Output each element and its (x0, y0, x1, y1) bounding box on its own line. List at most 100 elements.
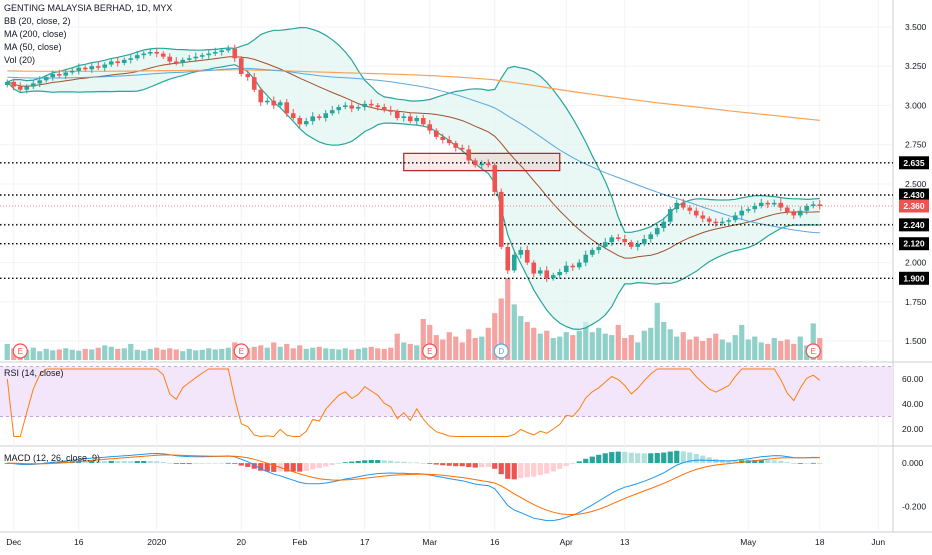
volume-bar (297, 345, 303, 360)
rsi-band (0, 366, 893, 417)
macd-hist-bar (518, 463, 524, 479)
macd-hist-bar (245, 463, 251, 467)
price-tick-label: 3.000 (905, 100, 927, 110)
macd-hist-bar (492, 463, 498, 469)
volume-bar (700, 340, 706, 360)
macd-hist-bar (693, 453, 699, 464)
macd-tick-label: -0.200 (902, 501, 926, 511)
time-tick-label: 17 (360, 537, 370, 547)
candle-body (771, 202, 777, 205)
volume-bar (810, 323, 816, 360)
event-marker (12, 343, 28, 359)
volume-bar (43, 348, 49, 360)
ma50-line (7, 67, 820, 234)
chart-title: GENTING MALAYSIA BERHAD, 1D, MYX (4, 3, 173, 13)
macd-hist-bar (4, 463, 10, 464)
price-tick-label: 3.250 (905, 61, 927, 71)
volume-bar (674, 336, 680, 360)
rsi-tick-label: 60.00 (902, 374, 924, 384)
macd-hist-bar (128, 461, 134, 464)
volume-bar (76, 350, 82, 360)
time-tick-label: 20 (237, 537, 247, 547)
volume-bar (401, 342, 407, 360)
macd-hist-bar (752, 460, 758, 464)
candle-body (43, 77, 49, 81)
volume-bar (596, 327, 602, 360)
macd-hist-bar (219, 463, 225, 464)
candle-body (797, 210, 803, 216)
volume-bar (797, 336, 803, 360)
candle-body (375, 105, 381, 107)
macd-hist-bar (609, 452, 615, 464)
volume-bar (167, 348, 173, 360)
macd-hist-bar (427, 463, 433, 464)
candle-body (700, 215, 706, 219)
macd-hist-bar (479, 463, 485, 468)
volume-bar (323, 348, 329, 360)
macd-hist-bar (537, 463, 543, 475)
macd-hist-bar (557, 463, 563, 469)
volume-bar (290, 348, 296, 360)
candle-body (576, 262, 582, 268)
macd-hist-bar (290, 463, 296, 472)
macd-hist-bar (628, 452, 634, 464)
candle-body (186, 58, 192, 60)
volume-bar (778, 340, 784, 360)
macd-hist-bar (121, 461, 127, 464)
candle-body (791, 212, 797, 216)
candle-body (329, 110, 335, 114)
candle-body (89, 66, 95, 70)
price-tick-label: 2.500 (905, 179, 927, 189)
volume-bar (50, 350, 56, 360)
candle-body (498, 191, 504, 247)
volume-bar (459, 342, 465, 360)
volume-bar (511, 304, 517, 360)
candle-body (485, 163, 491, 166)
bb-fill (7, 27, 820, 330)
rsi-tick-label: 40.00 (902, 399, 924, 409)
level-tag-bg (899, 271, 929, 285)
macd-hist-bar (147, 460, 153, 464)
candle-body (433, 130, 439, 137)
macd-hist-bar (310, 463, 316, 470)
macd-hist-bar (635, 453, 641, 464)
macd-hist-bar (661, 452, 667, 464)
volume-bar (602, 333, 608, 360)
candle-body (648, 234, 654, 239)
volume-bar (108, 346, 114, 360)
candle-body (810, 204, 816, 206)
macd-hist-bar (388, 460, 394, 464)
legend-vol: Vol (20) (4, 55, 36, 65)
volume-bar (576, 330, 582, 360)
volume-bar (570, 335, 576, 360)
candle-body (563, 265, 569, 272)
candle-body (167, 56, 173, 62)
level-tag-bg (899, 237, 929, 251)
volume-bar (154, 347, 160, 360)
macd-hist-bar (154, 461, 160, 464)
candle-body (680, 202, 686, 208)
candle-body (453, 143, 459, 148)
candle-body (583, 254, 589, 263)
candle-body (427, 124, 433, 131)
rsi-line (6, 368, 821, 438)
price-tick-label: 1.500 (905, 336, 927, 346)
macd-tick-label: 0.000 (902, 458, 924, 468)
candle-body (381, 107, 387, 111)
macd-hist-bar (414, 462, 420, 464)
macd-hist-bar (680, 451, 686, 464)
macd-hist-bar (550, 463, 556, 472)
candle-body (17, 86, 23, 90)
macd-hist-bar (362, 460, 368, 464)
macd-line (7, 452, 820, 522)
price-tick-label: 1.750 (905, 297, 927, 307)
macd-hist-bar (173, 463, 179, 464)
volume-bar (82, 348, 88, 360)
macd-hist-bar (232, 463, 238, 464)
macd-hist-bar (453, 463, 459, 467)
event-marker (493, 343, 509, 359)
price-tick-label: 3.500 (905, 22, 927, 32)
volume-bar (661, 321, 667, 360)
candle-body (505, 246, 511, 271)
